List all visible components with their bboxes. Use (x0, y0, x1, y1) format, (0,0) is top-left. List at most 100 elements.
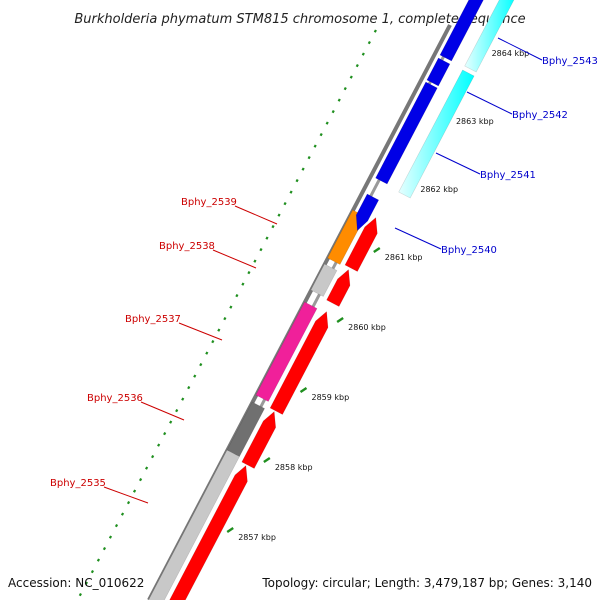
leader-line (103, 486, 149, 504)
minor-tick (241, 282, 245, 286)
map-title: Burkholderia phymatum STM815 chromosome … (74, 12, 525, 27)
minor-tick (337, 98, 341, 102)
gene-label-bphy_2543[interactable]: Bphy_2543 (542, 56, 598, 67)
leader-line (466, 91, 513, 115)
gene-labels: Bphy_2535 Bphy_2536 Bphy_2537 Bphy_2538 Bphy… (50, 37, 598, 504)
minor-tick (78, 592, 82, 597)
minor-tick (247, 270, 251, 275)
minor-tick (138, 477, 143, 482)
minor-tick (319, 132, 323, 137)
leader-line (212, 249, 257, 269)
minor-tick (145, 466, 149, 470)
minor-tick (295, 178, 299, 183)
minor-tick (301, 167, 305, 171)
cds-block-forward[interactable] (464, 0, 516, 73)
gene-arrow-bphy_2539[interactable] (344, 216, 378, 272)
gene-arrow-bphy_2538[interactable] (326, 268, 351, 307)
tick-label: 2861 kbp (385, 253, 423, 262)
reverse-feature-block[interactable] (226, 401, 266, 457)
minor-tick (175, 408, 179, 413)
minor-tick (187, 385, 191, 390)
minor-tick (181, 397, 185, 401)
minor-tick (253, 259, 257, 263)
minor-tick (108, 535, 113, 539)
gene-arrow-bphy_2535[interactable] (169, 464, 248, 600)
minor-tick (283, 201, 287, 206)
minor-tick (205, 351, 209, 355)
gene-arrow-bphy_2541[interactable] (375, 81, 438, 185)
major-tick (299, 387, 308, 393)
minor-tick (90, 569, 94, 574)
gene-arrow-bphy_2537[interactable] (269, 310, 329, 415)
minor-tick (343, 86, 347, 91)
feature-track (148, 0, 516, 600)
minor-tick (277, 213, 281, 217)
cds-block-forward[interactable] (398, 69, 475, 199)
minor-tick (313, 144, 317, 148)
minor-tick (373, 29, 377, 33)
major-tick (373, 247, 381, 253)
gene-label-bphy_2536[interactable]: Bphy_2536 (87, 393, 143, 404)
gene-label-bphy_2535[interactable]: Bphy_2535 (50, 478, 106, 489)
minor-tick (211, 339, 215, 344)
tick-label: 2859 kbp (312, 393, 350, 402)
leader-line (178, 322, 223, 341)
minor-tick (132, 489, 137, 493)
minor-tick (325, 121, 329, 125)
reverse-feature-block[interactable] (255, 301, 318, 402)
minor-tick (96, 558, 101, 562)
tick-label: 2862 kbp (420, 185, 458, 194)
minor-tick (114, 523, 119, 528)
leader-line (140, 401, 185, 421)
tick-label: 2858 kbp (275, 463, 313, 472)
minor-tick (307, 155, 311, 160)
gene-label-bphy_2540[interactable]: Bphy_2540 (441, 245, 497, 256)
major-tick (226, 527, 234, 533)
gene-label-bphy_2542[interactable]: Bphy_2542 (512, 110, 568, 121)
tick-label: 2864 kbp (492, 49, 530, 58)
minor-tick (199, 362, 203, 367)
minor-tick (331, 109, 335, 114)
minor-tick (271, 224, 275, 229)
gene-arrow-bphy_2536[interactable] (241, 410, 277, 469)
minor-tick (193, 374, 197, 378)
leader-line (497, 37, 543, 61)
minor-tick (126, 500, 131, 505)
minor-tick (349, 75, 353, 79)
minor-tick (157, 443, 161, 447)
gene-label-bphy_2537[interactable]: Bphy_2537 (125, 314, 181, 325)
major-tick (263, 457, 271, 463)
minor-tick (229, 305, 233, 309)
reverse-feature-block[interactable] (148, 449, 240, 600)
major-tick (336, 317, 344, 323)
minor-tick (163, 431, 167, 436)
leader-line (435, 152, 481, 175)
gene-label-bphy_2541[interactable]: Bphy_2541 (480, 170, 536, 181)
minor-tick (367, 40, 371, 45)
tick-track: 2857 kbp 2858 kbp 2859 kbp 2860 kbp 2861 kbp… (78, 29, 530, 597)
leader-line (234, 205, 278, 225)
gene-arrow-bphy_2543[interactable] (439, 0, 486, 62)
minor-tick (289, 190, 293, 194)
gene-label-bphy_2538[interactable]: Bphy_2538 (159, 241, 215, 252)
gene-arrow-bphy_2540[interactable] (355, 193, 380, 232)
leader-line (394, 227, 442, 250)
minor-tick (223, 316, 227, 321)
minor-tick (355, 63, 359, 68)
minor-tick (84, 581, 88, 585)
gene-label-bphy_2539[interactable]: Bphy_2539 (181, 197, 237, 208)
gene-arrow-bphy_2542[interactable] (426, 57, 451, 87)
reverse-feature-block[interactable] (310, 263, 338, 297)
minor-tick (102, 546, 107, 551)
tick-label: 2860 kbp (348, 323, 386, 332)
minor-tick (169, 420, 173, 424)
minor-tick (217, 328, 221, 332)
minor-tick (259, 247, 263, 252)
tick-label: 2863 kbp (456, 117, 494, 126)
minor-tick (235, 293, 239, 298)
minor-tick (151, 454, 155, 459)
accession-text: Accession: NC_010622 (8, 576, 144, 590)
minor-tick (361, 52, 365, 56)
tick-label: 2857 kbp (238, 533, 276, 542)
